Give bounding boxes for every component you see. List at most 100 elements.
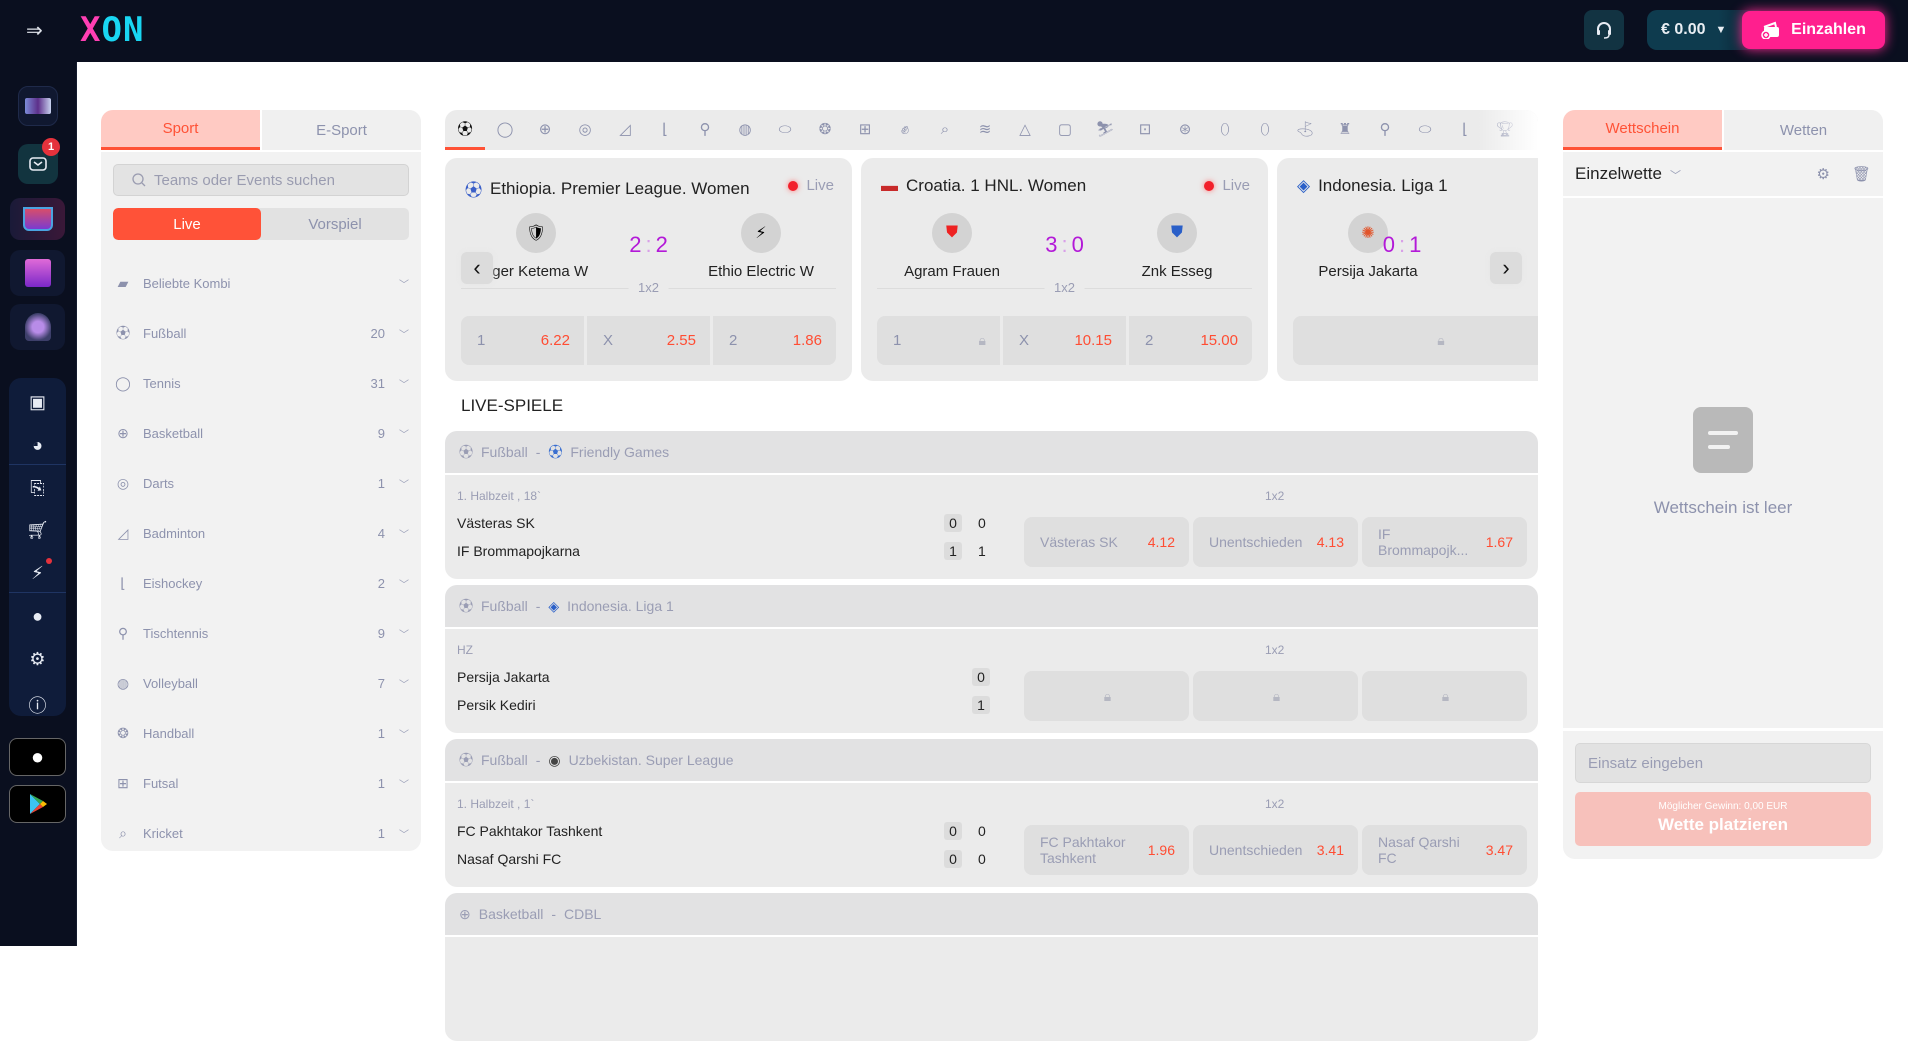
sport-item-volleyball[interactable]: ◍ Volleyball 7 ﹀ (101, 658, 421, 708)
sport-item-futsal[interactable]: ⊞ Futsal 1 ﹀ (101, 758, 421, 808)
futsal-icon[interactable]: ⊞ (858, 121, 872, 138)
ice-hockey-icon[interactable]: ⌊ (662, 121, 668, 138)
cricket-icon[interactable]: ⌕ (940, 121, 950, 138)
sport-item-eishockey[interactable]: ⌊ Eishockey 2 ﹀ (101, 558, 421, 608)
ice-hockey-icon: ⌊ (120, 574, 126, 591)
stake-input[interactable]: Einsatz eingeben (1575, 743, 1871, 783)
sport-item-basketball[interactable]: ⊕ Basketball 9 ﹀ (101, 408, 421, 458)
gaelic-football-icon[interactable]: ⬭ (1418, 121, 1432, 138)
hockey-icon[interactable]: ⌊ (1462, 121, 1468, 138)
user-icon[interactable]: ● (32, 606, 43, 626)
odds-row: 1 6.22 X 2.55 2 1.86 (461, 316, 836, 365)
basketball-hoop-icon[interactable]: ⊡ (1138, 121, 1152, 138)
settings-icon[interactable]: ⚙ (1816, 166, 1830, 183)
carousel-next-button[interactable]: › (1490, 252, 1522, 284)
american-football-icon[interactable]: ⬭ (778, 121, 792, 138)
aussie-rules-icon[interactable]: ⬯ (1260, 121, 1270, 138)
search-input[interactable]: Teams oder Events suchen (113, 164, 409, 196)
odds-button[interactable]: IF Brommapojk... 1.67 (1362, 517, 1527, 567)
event-header[interactable]: ⚽︎ Fußball - ◉ Uzbekistan. Super League (445, 739, 1538, 781)
google-play-button[interactable] (9, 785, 66, 823)
event-header[interactable]: ⚽︎ Fußball - ◈ Indonesia. Liga 1 (445, 585, 1538, 627)
tennis-icon: ◯ (115, 374, 131, 391)
settings-icon[interactable]: ⚙ (29, 649, 46, 669)
deposit-button[interactable]: Einzahlen (1742, 11, 1885, 49)
lacrosse-icon[interactable]: ⚲ (1379, 121, 1391, 138)
volleyball-icon[interactable]: ◍ (738, 121, 752, 138)
boxing-glove-icon[interactable]: ✊︎ (900, 121, 910, 138)
bet-type-dropdown[interactable]: Einzelwette ﹀ (1575, 164, 1681, 183)
tab-sport[interactable]: Sport (101, 110, 260, 150)
sidebar-promo[interactable] (18, 86, 58, 126)
handball-icon[interactable]: ❂ (818, 121, 832, 138)
tennis-icon[interactable]: ◯ (496, 121, 514, 138)
basketball-icon[interactable]: ◕ (32, 435, 43, 455)
toggle-vorspiel[interactable]: Vorspiel (308, 215, 362, 233)
cart-icon[interactable]: 🛒︎ (26, 520, 49, 540)
sport-item-tennis[interactable]: ◯ Tennis 31 ﹀ (101, 358, 421, 408)
odds-button[interactable]: X 10.15 (1003, 316, 1126, 365)
logo[interactable]: XON (80, 10, 145, 50)
casino-icon[interactable]: ▣ (28, 392, 46, 412)
info-icon[interactable]: ⓘ (28, 696, 47, 716)
odds-button[interactable]: 2 15.00 (1129, 316, 1252, 365)
odds-button[interactable]: 1 6.22 (461, 316, 584, 365)
featured-card[interactable]: ◈ Indonesia. Liga 1 ✺ Persija Jakarta 0:1 … (1277, 158, 1538, 381)
sidebar-mail[interactable]: 1 (18, 138, 60, 184)
bonus-icon[interactable]: ⎘ (30, 478, 45, 498)
sport-item-fussball[interactable]: ⚽︎ Fußball 20 ﹀ (101, 308, 421, 358)
snooker-icon[interactable]: △ (1019, 121, 1031, 138)
motorsport-icon[interactable]: ⊛ (1178, 121, 1192, 138)
home-score: 0 (972, 668, 990, 686)
odds-button[interactable]: 2 1.86 (713, 316, 836, 365)
sport-item-kricket[interactable]: ⌕ Kricket 1 ﹀ (101, 808, 421, 851)
sport-item-darts[interactable]: ◎ Darts 1 ﹀ (101, 458, 421, 508)
event-body[interactable] (445, 937, 1538, 1041)
app-store-button[interactable]: ● (9, 738, 66, 776)
sport-item-handball[interactable]: ❂ Handball 1 ﹀ (101, 708, 421, 758)
table-tennis-icon[interactable]: ⚲ (699, 121, 711, 138)
event-body[interactable]: 1. Halbzeit , 18` 1x2 Västeras SK IF Bro… (445, 475, 1538, 579)
featured-card[interactable]: ▬ Croatia. 1 HNL. Women Live ⛊ Agram Fraue… (861, 158, 1268, 381)
odds-button[interactable]: Unentschieden 4.13 (1193, 517, 1358, 567)
carousel-prev-button[interactable]: ‹ (461, 252, 493, 284)
support-button[interactable] (1584, 10, 1624, 50)
flash-icon[interactable]: ⚡︎ (31, 563, 44, 583)
water-polo-icon[interactable]: ≋ (978, 121, 992, 138)
boxing-icon[interactable]: ▢ (1057, 121, 1073, 138)
event-header[interactable]: ⊕ Basketball - CDBL (445, 893, 1538, 935)
soccer-icon[interactable]: ⚽︎ (445, 110, 485, 150)
match-status: 1. Halbzeit , 1` (457, 797, 535, 811)
odds-button[interactable]: Unentschieden 3.41 (1193, 825, 1358, 875)
sidebar-trophy[interactable] (10, 304, 65, 350)
sidebar-gift[interactable] (10, 250, 65, 296)
sidebar-nav-group: ▣ ◕ ⎘ 🛒︎ ⚡︎ ● ⚙ ⓘ (9, 378, 66, 716)
badminton-icon[interactable]: ◿ (619, 121, 631, 138)
chevron-down-icon: ﹀ (399, 429, 409, 441)
sport-item-badminton[interactable]: ◿ Badminton 4 ﹀ (101, 508, 421, 558)
odds-button[interactable]: X 2.55 (587, 316, 710, 365)
tab-esport[interactable]: E-Sport (262, 110, 421, 150)
event-body[interactable]: HZ 1x2 Persija Jakarta Persik Kediri 0 1… (445, 629, 1538, 733)
trash-icon[interactable]: 🗑︎ (1851, 166, 1871, 183)
tab-wetten[interactable]: Wetten (1724, 110, 1883, 150)
odds-button[interactable]: Västeras SK 4.12 (1024, 517, 1189, 567)
toggle-live[interactable]: Live (113, 208, 261, 240)
menu-toggle-icon[interactable]: ⇒ (26, 20, 43, 42)
golf-icon[interactable]: ⛳︎ (1295, 121, 1315, 138)
darts-icon[interactable]: ◎ (578, 121, 592, 138)
odds-button[interactable]: Nasaf Qarshi FC 3.47 (1362, 825, 1527, 875)
basketball-icon[interactable]: ⊕ (538, 121, 552, 138)
tab-wettschein[interactable]: Wettschein (1563, 110, 1722, 150)
sidebar-basket[interactable] (10, 198, 65, 240)
place-bet-button[interactable]: Möglicher Gewinn: 0,00 EUR Wette platzie… (1575, 792, 1871, 846)
odds-button[interactable]: FC Pakhtakor Tashkent 1.96 (1024, 825, 1189, 875)
featured-card[interactable]: ⚽︎ Ethiopia. Premier League. Women Live 🛡… (445, 158, 852, 381)
sport-item-beliebte-kombi[interactable]: ▰ Beliebte Kombi ﹀ (101, 258, 421, 308)
rugby-icon[interactable]: ⬯ (1220, 121, 1230, 138)
chess-icon[interactable]: ♜ (1338, 121, 1352, 138)
sport-item-tischtennis[interactable]: ⚲ Tischtennis 9 ﹀ (101, 608, 421, 658)
event-body[interactable]: 1. Halbzeit , 1` 1x2 FC Pakhtakor Tashke… (445, 783, 1538, 887)
event-header[interactable]: ⚽︎ Fußball - ⚽︎ Friendly Games (445, 431, 1538, 473)
skiing-icon[interactable]: ⛷︎ (1095, 121, 1115, 138)
